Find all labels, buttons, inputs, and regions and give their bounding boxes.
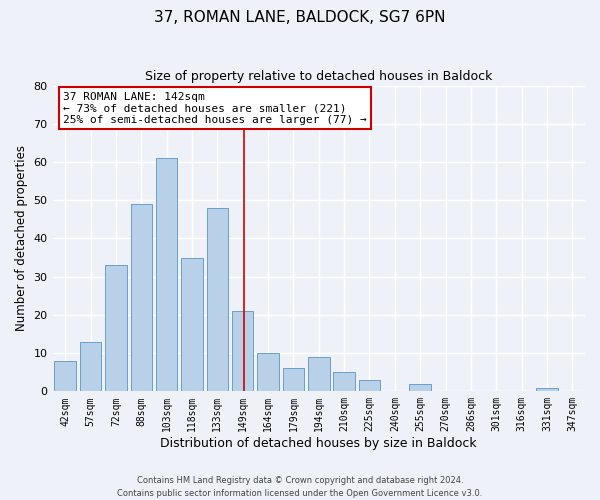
Bar — [206, 208, 228, 392]
Text: Contains HM Land Registry data © Crown copyright and database right 2024.
Contai: Contains HM Land Registry data © Crown c… — [118, 476, 482, 498]
Bar — [156, 158, 178, 392]
Bar — [308, 357, 329, 392]
Bar — [409, 384, 431, 392]
Bar — [334, 372, 355, 392]
Bar — [105, 265, 127, 392]
Bar — [536, 388, 558, 392]
Text: 37 ROMAN LANE: 142sqm
← 73% of detached houses are smaller (221)
25% of semi-det: 37 ROMAN LANE: 142sqm ← 73% of detached … — [63, 92, 367, 125]
Bar — [55, 361, 76, 392]
Y-axis label: Number of detached properties: Number of detached properties — [15, 146, 28, 332]
Bar — [181, 258, 203, 392]
Text: 37, ROMAN LANE, BALDOCK, SG7 6PN: 37, ROMAN LANE, BALDOCK, SG7 6PN — [154, 10, 446, 25]
Bar — [131, 204, 152, 392]
X-axis label: Distribution of detached houses by size in Baldock: Distribution of detached houses by size … — [160, 437, 477, 450]
Bar — [257, 353, 279, 392]
Bar — [232, 311, 253, 392]
Title: Size of property relative to detached houses in Baldock: Size of property relative to detached ho… — [145, 70, 493, 83]
Bar — [80, 342, 101, 392]
Bar — [283, 368, 304, 392]
Bar — [359, 380, 380, 392]
